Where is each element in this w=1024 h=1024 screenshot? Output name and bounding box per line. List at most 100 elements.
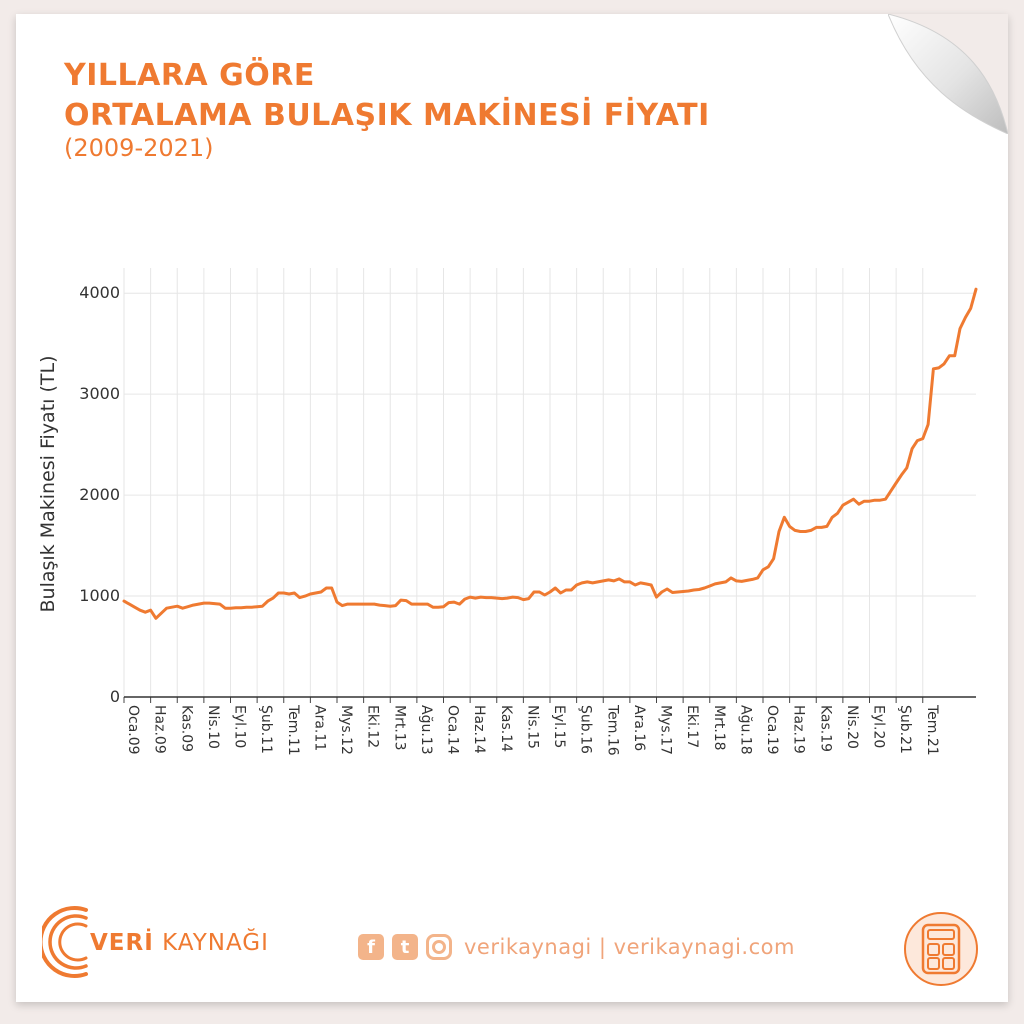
data-point	[815, 526, 818, 529]
x-tick-label: Eki.17	[684, 705, 700, 748]
facebook-icon[interactable]: f	[358, 934, 384, 960]
data-point	[772, 557, 775, 560]
data-point	[277, 591, 280, 595]
data-point	[532, 590, 536, 594]
data-point	[287, 592, 291, 596]
data-point	[255, 605, 259, 608]
data-point	[910, 447, 914, 450]
x-tick-label: Eyl.10	[232, 705, 248, 748]
data-point	[713, 582, 717, 586]
vertical-gridlines	[123, 268, 924, 697]
data-point	[958, 327, 962, 330]
x-tick-label: Eki.12	[365, 705, 381, 748]
data-point	[516, 596, 520, 599]
data-point	[447, 601, 450, 604]
calculator-icon	[904, 912, 978, 986]
data-point	[245, 606, 248, 609]
data-point	[756, 576, 759, 580]
data-point	[240, 606, 243, 609]
data-point	[948, 354, 951, 357]
data-point	[857, 503, 861, 506]
data-point	[687, 589, 690, 593]
data-point	[234, 606, 237, 609]
data-point	[564, 588, 568, 592]
x-tick-label: Şub.21	[897, 705, 913, 754]
x-tick-label: Mys.12	[338, 705, 354, 755]
data-point	[319, 590, 323, 594]
instagram-icon[interactable]	[426, 934, 452, 960]
data-point	[224, 607, 227, 610]
data-point	[793, 529, 797, 532]
data-point	[926, 423, 930, 426]
chart-title: YILLARA GÖRE ORTALAMA BULAŞIK MAKİNESİ F…	[64, 56, 710, 136]
data-point	[309, 592, 312, 596]
data-point	[820, 526, 823, 529]
x-tick-label: Ağu.18	[737, 705, 753, 755]
x-tick-label: Nis.15	[524, 705, 540, 749]
data-point	[591, 581, 594, 585]
data-point	[894, 481, 898, 485]
data-point	[479, 595, 482, 599]
twitter-icon[interactable]: t	[392, 934, 418, 960]
data-point	[570, 588, 573, 592]
data-point	[543, 593, 546, 597]
data-point	[192, 603, 195, 607]
data-point	[138, 609, 142, 612]
horizontal-gridlines	[124, 292, 976, 597]
x-tick-label: Eyl.20	[871, 705, 887, 748]
data-point	[293, 591, 296, 595]
data-point	[522, 598, 525, 601]
brand-name: VERİ KAYNAĞI	[90, 930, 269, 956]
data-point	[197, 602, 200, 606]
data-point	[644, 582, 648, 586]
x-tick-label: Oca.14	[445, 705, 461, 755]
x-tick-label: Eyl.15	[551, 705, 567, 748]
data-point	[847, 501, 850, 504]
data-point	[421, 602, 424, 606]
data-point	[905, 466, 908, 470]
data-point	[357, 602, 360, 606]
data-point	[437, 606, 440, 609]
data-point	[692, 588, 695, 592]
data-point	[431, 606, 435, 609]
data-point	[202, 601, 206, 605]
x-tick-label: Haz.19	[791, 705, 807, 754]
data-point	[426, 602, 429, 606]
data-point	[186, 605, 190, 608]
data-point	[484, 596, 488, 599]
data-point	[160, 612, 163, 615]
data-point	[261, 605, 264, 608]
data-point	[932, 367, 935, 371]
data-point	[969, 307, 972, 310]
data-point	[218, 602, 221, 606]
data-point	[639, 581, 642, 585]
x-tick-label: Tem.16	[604, 704, 620, 756]
data-point	[495, 596, 498, 600]
data-point	[623, 580, 626, 584]
data-point	[399, 598, 403, 602]
data-point	[330, 586, 333, 590]
data-point	[128, 602, 131, 606]
data-point	[389, 605, 392, 608]
data-point	[612, 579, 616, 583]
data-point	[575, 583, 578, 587]
x-tick-label: Kas.19	[817, 705, 833, 752]
data-point	[282, 591, 285, 595]
data-point	[405, 599, 408, 602]
data-point	[863, 500, 866, 503]
page-curl	[888, 14, 1008, 134]
data-point	[181, 607, 184, 610]
data-point	[740, 580, 743, 583]
data-point	[729, 576, 733, 580]
data-point	[378, 603, 381, 607]
data-point	[170, 606, 174, 609]
data-point	[463, 597, 466, 601]
data-point	[852, 498, 855, 501]
data-point	[367, 602, 371, 606]
data-point	[873, 499, 876, 502]
data-point	[335, 600, 339, 604]
data-point	[341, 604, 344, 607]
title-line-2: ORTALAMA BULAŞIK MAKİNESİ FİYATI	[64, 98, 710, 133]
data-point	[144, 611, 147, 614]
data-point	[921, 437, 924, 440]
